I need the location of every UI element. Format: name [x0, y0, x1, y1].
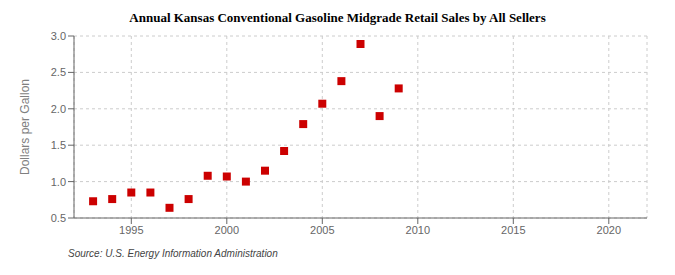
svg-text:1.0: 1.0	[51, 176, 66, 188]
svg-text:2020: 2020	[597, 224, 621, 236]
svg-text:2005: 2005	[310, 224, 334, 236]
svg-text:3.0: 3.0	[51, 30, 66, 42]
html-text:Annual Kansas Conventional Gas: Annual Kansas Conventional Gasoline Midg…	[129, 10, 546, 25]
svg-text:1995: 1995	[119, 224, 143, 236]
svg-text:2.5: 2.5	[51, 66, 66, 78]
svg-text:2000: 2000	[215, 224, 239, 236]
svg-text:1.5: 1.5	[51, 139, 66, 151]
svg-text:Dollars per Gallon: Dollars per Gallon	[18, 79, 32, 175]
svg-text:2015: 2015	[501, 224, 525, 236]
html-text:Source: U.S. Energy Informatio: Source: U.S. Energy Information Administ…	[68, 248, 278, 259]
svg-text:2010: 2010	[406, 224, 430, 236]
svg-text:0.5: 0.5	[51, 212, 66, 224]
svg-text:2.0: 2.0	[51, 103, 66, 115]
